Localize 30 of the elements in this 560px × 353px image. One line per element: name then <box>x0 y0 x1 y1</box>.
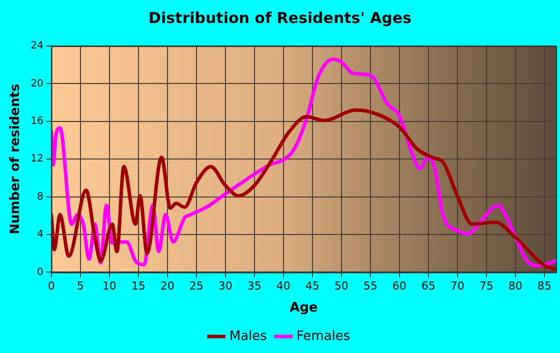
x-tick-label: 40 <box>276 280 290 293</box>
legend-label: Males <box>229 328 268 344</box>
x-tick-label: 85 <box>537 280 552 293</box>
y-tick-label: 20 <box>30 78 44 90</box>
x-tick-label: 45 <box>305 280 320 293</box>
x-tick-label: 75 <box>479 280 494 293</box>
x-axis-title: Age <box>290 300 318 316</box>
y-axis-title: Number of residents <box>8 84 24 234</box>
x-tick-label: 55 <box>363 280 378 293</box>
y-tick-label: 12 <box>30 154 44 165</box>
x-tick-label: 50 <box>334 280 348 293</box>
y-tick-label: 8 <box>36 191 44 202</box>
legend-label: Females <box>296 328 350 344</box>
x-tick-label: 65 <box>421 280 436 293</box>
x-tick-label: 80 <box>508 280 522 293</box>
chart-title: Distribution of Residents' Ages <box>148 8 412 27</box>
x-tick-label: 0 <box>48 280 55 293</box>
x-tick-label: 5 <box>76 280 84 293</box>
y-tick-label: 4 <box>36 229 44 240</box>
x-tick-label: 25 <box>189 280 204 293</box>
x-tick-label: 35 <box>247 280 262 293</box>
y-tick-label: 24 <box>30 40 44 52</box>
y-tick-label: 16 <box>30 116 44 127</box>
x-tick-label: 60 <box>392 280 406 293</box>
x-tick-label: 20 <box>160 280 174 293</box>
x-tick-label: 30 <box>218 280 232 293</box>
y-tick-label: 0 <box>36 266 44 278</box>
x-tick-label: 15 <box>131 280 146 293</box>
x-tick-label: 70 <box>450 280 464 293</box>
x-tick-label: 10 <box>102 280 116 293</box>
